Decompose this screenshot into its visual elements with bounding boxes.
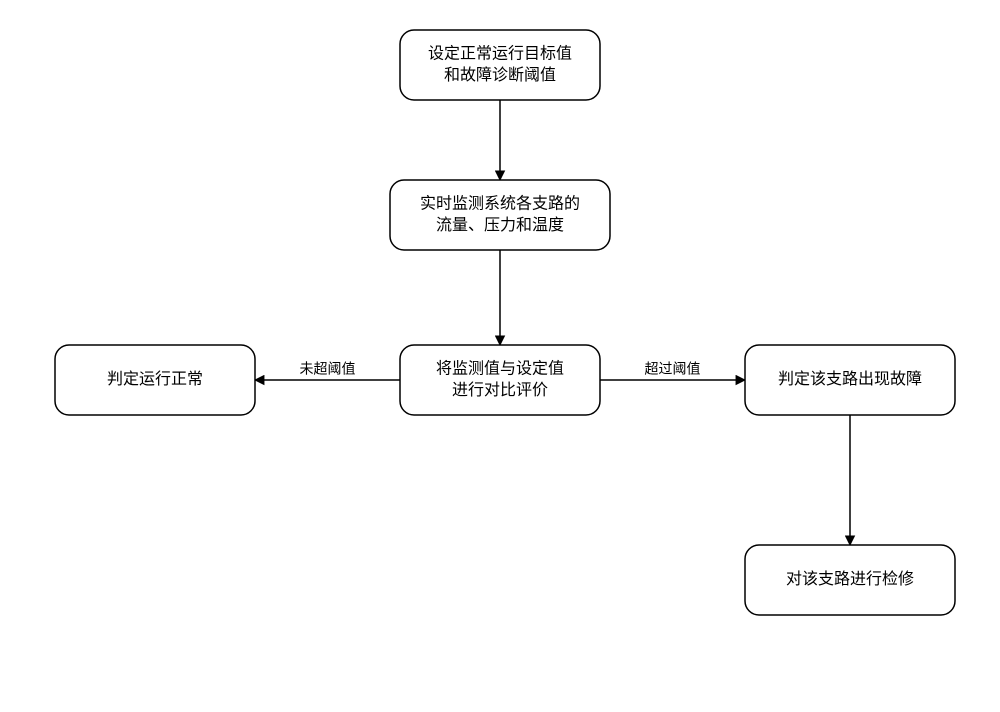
flow-node-n3: 将监测值与设定值进行对比评价 [400, 345, 600, 415]
edges-layer: 未超阈值 超过阈值 [255, 100, 850, 545]
edge-label: 未超阈值 [300, 361, 356, 377]
edge-label: 超过阈值 [645, 361, 701, 377]
node-label: 判定运行正常 [107, 370, 203, 388]
node-label: 进行对比评价 [452, 381, 548, 399]
flow-node-n5: 判定该支路出现故障 [745, 345, 955, 415]
flow-node-n1: 设定正常运行目标值和故障诊断阈值 [400, 30, 600, 100]
node-label: 将监测值与设定值 [436, 359, 564, 377]
node-label: 设定正常运行目标值 [428, 44, 572, 62]
node-label: 判定该支路出现故障 [778, 370, 922, 388]
node-label: 对该支路进行检修 [786, 570, 914, 588]
flow-node-n4: 判定运行正常 [55, 345, 255, 415]
flowchart-canvas: 未超阈值超过阈值 设定正常运行目标值和故障诊断阈值实时监测系统各支路的流量、压力… [0, 0, 1000, 712]
flow-node-n6: 对该支路进行检修 [745, 545, 955, 615]
node-label: 流量、压力和温度 [436, 216, 564, 234]
nodes-layer: 设定正常运行目标值和故障诊断阈值实时监测系统各支路的流量、压力和温度将监测值与设… [55, 30, 955, 615]
node-label: 实时监测系统各支路的 [420, 194, 580, 212]
flow-node-n2: 实时监测系统各支路的流量、压力和温度 [390, 180, 610, 250]
node-box [400, 345, 600, 415]
node-label: 和故障诊断阈值 [444, 66, 556, 84]
node-box [390, 180, 610, 250]
node-box [400, 30, 600, 100]
